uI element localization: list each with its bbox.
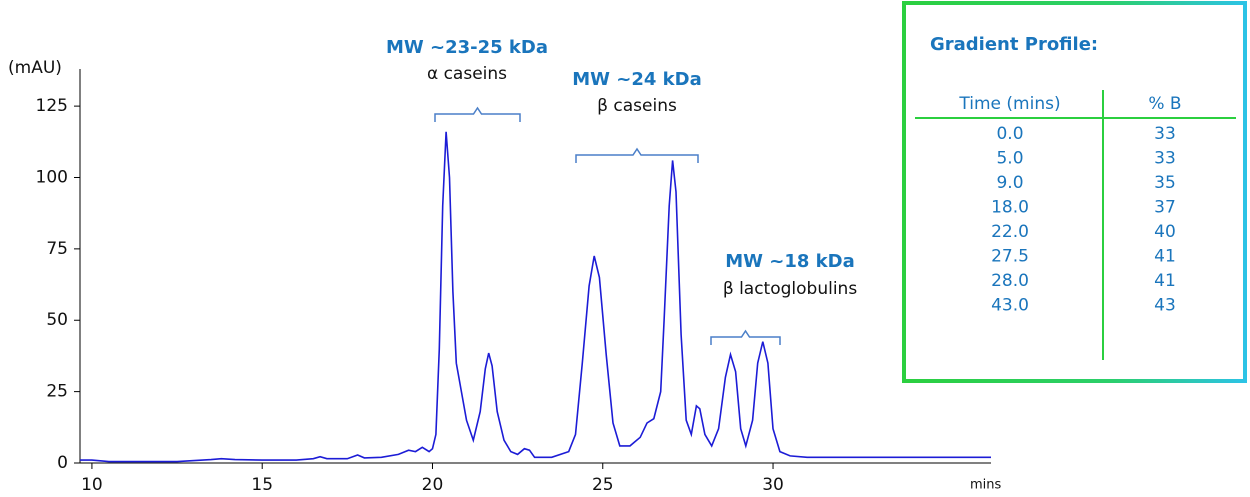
- table-cell: 5.0: [996, 149, 1023, 169]
- annotation-label: α caseins: [427, 64, 507, 84]
- table-cell: 41: [1154, 247, 1176, 267]
- table-cell: 27.5: [991, 247, 1029, 267]
- x-tick-label: 25: [592, 475, 614, 495]
- table-cell: 40: [1154, 222, 1176, 242]
- x-axis-label: mins: [970, 478, 1002, 493]
- table-cell: 33: [1154, 149, 1176, 169]
- bracket: [434, 106, 521, 122]
- table-cell: 35: [1154, 173, 1176, 193]
- y-tick-label: 50: [46, 310, 68, 330]
- x-tick-label: 15: [251, 475, 273, 495]
- annotation-label: β caseins: [597, 96, 677, 116]
- y-tick-label: 0: [57, 453, 68, 473]
- y-tick-label: 25: [46, 382, 68, 402]
- table-header: % B: [1148, 94, 1181, 114]
- x-tick-label: 30: [762, 475, 784, 495]
- annotation-title: MW ~24 kDa: [572, 69, 702, 90]
- table-cell: 18.0: [991, 198, 1029, 218]
- table-cell: 9.0: [996, 173, 1023, 193]
- bracket: [575, 147, 699, 163]
- table-cell: 41: [1154, 271, 1176, 291]
- table-cell: 43: [1154, 296, 1176, 316]
- annotation-title: MW ~18 kDa: [725, 251, 855, 272]
- y-tick-label: 100: [36, 167, 68, 187]
- table-cell: 28.0: [991, 271, 1029, 291]
- table-header: Time (mins): [958, 94, 1060, 114]
- table-cell: 22.0: [991, 222, 1029, 242]
- table-cell: 37: [1154, 198, 1176, 218]
- chromatogram-line: [80, 131, 991, 463]
- table-title: Gradient Profile:: [930, 34, 1098, 55]
- x-tick-label: 10: [81, 475, 103, 495]
- table-cell: 43.0: [991, 296, 1029, 316]
- y-tick-label: 125: [36, 96, 68, 116]
- x-tick-label: 20: [422, 475, 444, 495]
- table-cell: 33: [1154, 124, 1176, 144]
- annotation-label: β lactoglobulins: [723, 279, 858, 299]
- y-axis-label: (mAU): [8, 58, 62, 78]
- y-tick-label: 75: [46, 239, 68, 259]
- bracket: [710, 329, 781, 345]
- table-cell: 0.0: [996, 124, 1023, 144]
- annotation-title: MW ~23-25 kDa: [386, 37, 548, 58]
- table-box: [902, 1, 1247, 383]
